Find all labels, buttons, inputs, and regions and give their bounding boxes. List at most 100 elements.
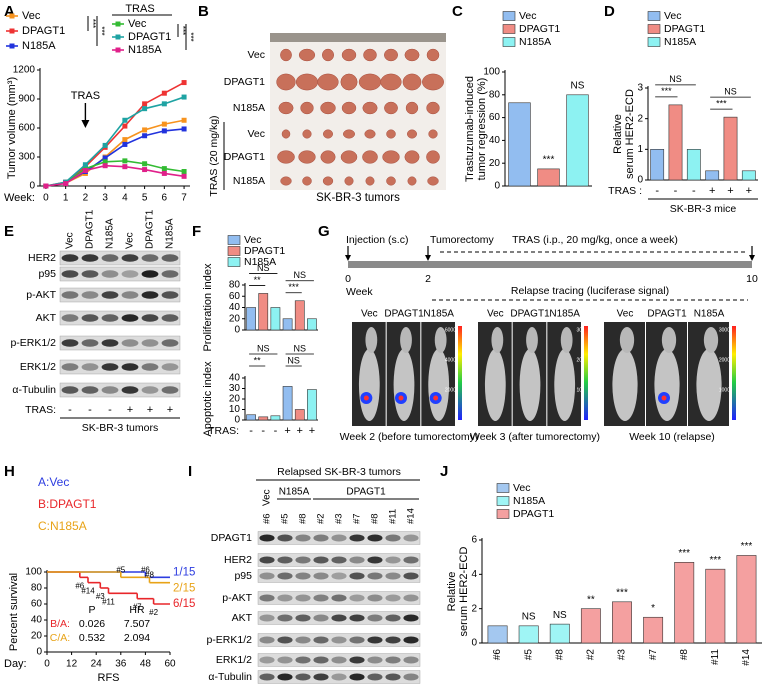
blot-band (121, 363, 139, 371)
mouse-body (554, 349, 576, 421)
point (82, 162, 88, 168)
blot-band (259, 572, 275, 580)
caption: Week 2 (before tumorectomy) (340, 431, 479, 443)
x-tick-label: 0 (43, 193, 49, 204)
tumor (384, 101, 398, 115)
lane-label: N185A (694, 309, 725, 320)
legend-swatch (647, 11, 661, 21)
x-tick-label: - (249, 425, 253, 437)
legend-marker (115, 34, 121, 40)
y-tick-label: 100 (25, 567, 42, 578)
tumor (364, 129, 376, 139)
scale-label: 30 (576, 327, 582, 333)
x-tick-label: - (261, 425, 265, 437)
x-tick-label: - (655, 185, 659, 197)
lane-label: #11 (388, 509, 399, 524)
blot-band (81, 254, 99, 262)
timeline-arrowhead (425, 255, 431, 261)
y-tick-label: 900 (18, 94, 35, 105)
tumor (320, 150, 336, 164)
legend-swatch (496, 483, 510, 493)
y-tick-label: 600 (18, 123, 35, 134)
scale-label: 10 (576, 387, 582, 393)
tumor (340, 150, 358, 164)
lane-label: DPAGT1 (384, 309, 424, 320)
legend-label: B:DPAGT1 (38, 497, 97, 511)
legend-label: N185A (519, 36, 551, 48)
blot-band (403, 656, 419, 664)
blot-band (403, 556, 419, 564)
tumor (280, 48, 292, 62)
tumor (382, 150, 400, 164)
point (142, 133, 148, 139)
tumor (298, 150, 316, 164)
stats-cell: B/A: (50, 618, 70, 630)
blot-band (403, 572, 419, 580)
blot-band (403, 636, 419, 644)
x-tick-label: 0 (44, 659, 50, 670)
blot-band (121, 254, 139, 262)
mouse-body (654, 349, 680, 421)
blot-band (161, 339, 179, 347)
tumor (302, 129, 312, 139)
event-label: #7 (133, 603, 142, 612)
blot-label: ERK1/2 (20, 361, 56, 373)
x-tick-label: + (309, 425, 315, 437)
blot-band (313, 656, 329, 664)
legend-marker (115, 47, 121, 53)
blot-band (295, 572, 311, 580)
blot-band (161, 363, 179, 371)
blot-strip (257, 531, 421, 545)
end-label: 1/15 (173, 566, 195, 578)
stats-cell: 0.026 (79, 618, 105, 630)
y-axis-label: Relative (612, 114, 624, 154)
significance-label: * (651, 603, 655, 614)
blot-label: α-Tubulin (12, 384, 56, 396)
lane-label: N185A (549, 309, 580, 320)
blot-band (385, 656, 401, 664)
bar (674, 562, 695, 644)
panel-letter: H (4, 463, 15, 480)
lane-label: #8 (298, 513, 309, 524)
signal-core (398, 395, 404, 401)
blot-band (385, 556, 401, 564)
panel-letter: G (318, 223, 330, 240)
blot-band (141, 291, 159, 299)
row-label: N185A (233, 102, 265, 114)
x-tick-label: #6 (492, 649, 503, 661)
blot-label: AKT (36, 312, 57, 324)
blot-band (121, 314, 139, 322)
legend-label: DPAGT1 (664, 23, 705, 35)
blot-label: ERK1/2 (216, 654, 252, 666)
ruler (270, 33, 446, 42)
tumor (405, 101, 419, 115)
blot-band (295, 594, 311, 602)
tumor (407, 176, 417, 186)
blot-band (313, 636, 329, 644)
blot-band (349, 594, 365, 602)
blot-band (349, 556, 365, 564)
significance-label: NS (571, 80, 585, 91)
point (181, 126, 187, 132)
scale-label: 6000 (445, 327, 456, 333)
x-tick-label: #7 (648, 649, 659, 661)
tumor (276, 73, 296, 91)
legend-label: Vec (244, 234, 262, 246)
legend-label: Vec (664, 10, 682, 22)
event-label: #8 (145, 571, 154, 580)
blot-band (331, 534, 347, 542)
bar (508, 102, 531, 187)
lane-label: Vec (65, 232, 76, 249)
panel-letter: I (188, 463, 192, 480)
bar (612, 601, 632, 644)
tumor (300, 101, 314, 115)
bar (705, 170, 720, 181)
x-tick-label: 1 (63, 193, 69, 204)
y-tick-label: 80 (229, 280, 241, 291)
blot-band (81, 386, 99, 394)
lane-label: DPAGT1 (85, 209, 96, 249)
mouse-head (400, 327, 412, 353)
blot-band (101, 270, 119, 278)
blot-band (295, 656, 311, 664)
